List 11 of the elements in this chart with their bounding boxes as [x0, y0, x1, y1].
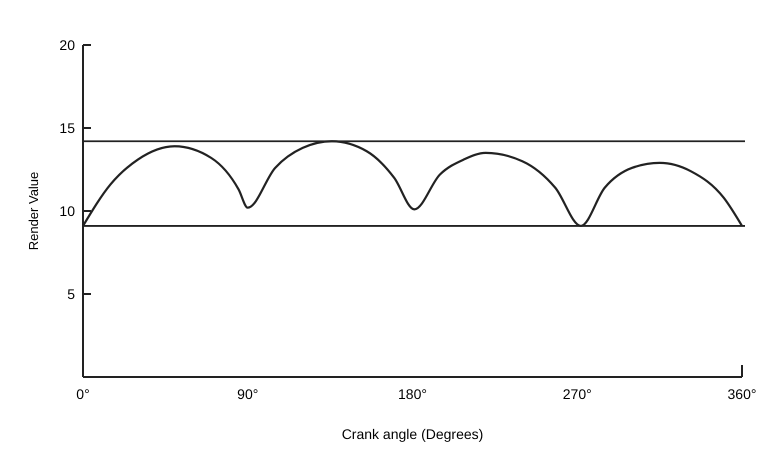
x-tick-label: 90°: [237, 386, 258, 402]
x-tick-label: 180°: [398, 386, 427, 402]
y-tick-label: 20: [59, 36, 76, 53]
y-tick-label: 5: [67, 286, 76, 302]
x-tick-label: 0°: [76, 386, 90, 402]
x-axis-title: Crank angle (Degrees): [342, 426, 484, 442]
y-tick-label: 15: [59, 120, 76, 136]
y-axis-title: Render Value: [26, 172, 41, 250]
x-tick-label: 270°: [562, 386, 592, 402]
y-tick-label: 10: [59, 202, 76, 219]
x-tick-label: 360°: [728, 386, 756, 402]
